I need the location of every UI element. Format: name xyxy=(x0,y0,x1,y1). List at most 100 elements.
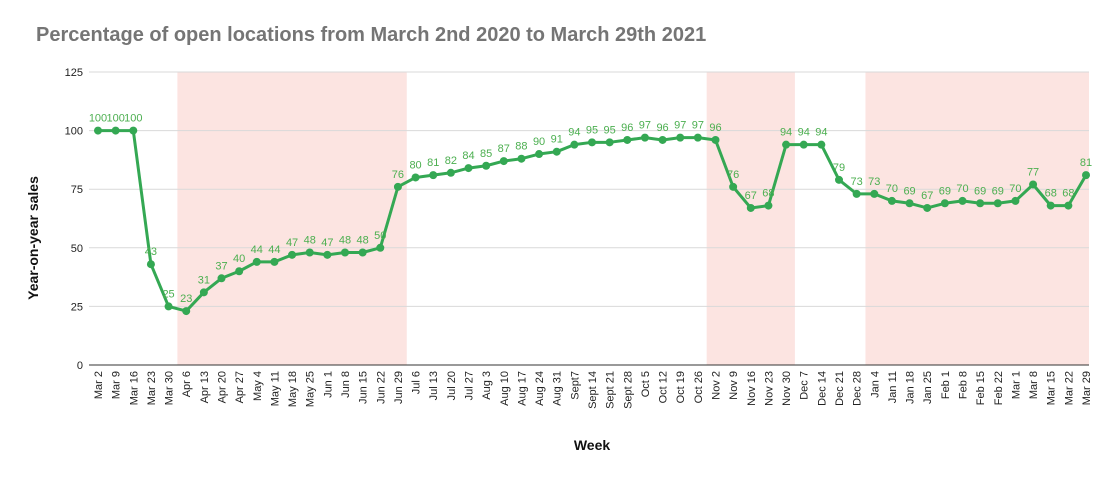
data-label: 90 xyxy=(533,136,545,148)
x-tick-label: May 4 xyxy=(252,371,264,401)
data-point xyxy=(1082,171,1090,180)
x-tick-label: Nov 9 xyxy=(728,371,740,400)
data-label: 44 xyxy=(268,244,280,256)
data-label: 31 xyxy=(198,274,210,286)
data-point xyxy=(764,201,773,210)
data-label: 85 xyxy=(480,148,492,160)
data-label: 48 xyxy=(357,234,369,246)
data-label: 94 xyxy=(780,127,792,139)
x-tick-label: Apr 6 xyxy=(181,371,193,397)
data-label: 87 xyxy=(498,143,510,155)
data-point xyxy=(288,250,297,259)
x-tick-label: Feb 22 xyxy=(993,371,1005,405)
data-point xyxy=(782,140,791,149)
y-tick-label: 125 xyxy=(65,67,83,79)
data-point xyxy=(235,267,244,276)
x-tick-label: Jan 11 xyxy=(887,371,899,403)
data-label: 48 xyxy=(339,234,351,246)
x-tick-label: Aug 24 xyxy=(534,371,546,406)
data-point xyxy=(358,248,367,257)
data-point xyxy=(146,260,155,269)
x-tick-label: Nov 16 xyxy=(746,371,758,406)
data-point xyxy=(499,157,508,166)
data-point xyxy=(217,274,226,283)
data-point xyxy=(976,199,985,208)
data-label: 69 xyxy=(992,185,1004,197)
x-tick-label: Mar 23 xyxy=(146,371,158,405)
data-label: 73 xyxy=(851,176,863,188)
data-point xyxy=(1046,201,1055,210)
data-label: 84 xyxy=(462,150,474,162)
x-tick-label: Jun 29 xyxy=(393,371,405,404)
x-tick-label: May 11 xyxy=(269,371,281,406)
x-tick-label: Mar 8 xyxy=(1028,371,1040,399)
data-label: 95 xyxy=(586,124,598,136)
x-tick-label: Mar 29 xyxy=(1081,371,1093,405)
data-points xyxy=(94,126,1090,316)
x-axis-ticks: Mar 2 Mar 9 Mar 16 Mar 23 Mar 30 Apr 6 Apr 13 A… xyxy=(93,371,1093,409)
x-tick-label: Oct 26 xyxy=(693,371,705,403)
data-point xyxy=(570,140,579,149)
data-point xyxy=(305,248,314,257)
data-point xyxy=(605,138,614,147)
x-tick-label: Mar 2 xyxy=(93,371,105,399)
data-point xyxy=(164,302,173,311)
x-tick-label: Mar 22 xyxy=(1063,371,1075,405)
x-tick-label: Dec 14 xyxy=(816,371,828,406)
data-label: 68 xyxy=(1045,188,1057,200)
data-point xyxy=(535,150,544,159)
data-label: 67 xyxy=(921,190,933,202)
data-label: 81 xyxy=(427,157,439,169)
data-label: 96 xyxy=(709,122,721,134)
x-tick-label: Jul 6 xyxy=(411,371,423,394)
data-point xyxy=(111,126,120,135)
data-point xyxy=(623,135,632,144)
data-point xyxy=(393,182,402,191)
data-point xyxy=(446,168,455,177)
data-point xyxy=(693,133,702,142)
x-tick-label: Nov 30 xyxy=(781,371,793,406)
chart-title: Percentage of open locations from March … xyxy=(36,24,707,46)
data-label: 47 xyxy=(286,237,298,249)
data-label: 97 xyxy=(692,120,704,132)
data-label: 94 xyxy=(568,127,580,139)
data-label: 94 xyxy=(798,127,810,139)
data-point xyxy=(588,138,596,147)
data-point xyxy=(711,135,720,144)
x-tick-label: Apr 20 xyxy=(217,371,229,403)
data-point xyxy=(1029,180,1038,189)
x-tick-label: Sept7 xyxy=(569,371,581,400)
x-tick-label: Mar 15 xyxy=(1046,371,1058,405)
data-point xyxy=(464,164,473,173)
data-point xyxy=(870,189,879,198)
data-point xyxy=(746,203,755,212)
y-tick-label: 75 xyxy=(71,184,83,196)
data-label: 97 xyxy=(674,120,686,132)
data-point xyxy=(658,135,667,144)
data-label: 69 xyxy=(939,185,951,197)
data-point xyxy=(940,199,949,208)
data-label: 100 xyxy=(124,113,142,125)
x-tick-label: Jul 27 xyxy=(464,371,476,400)
data-point xyxy=(1064,201,1073,210)
x-tick-label: Aug 10 xyxy=(499,371,511,406)
data-point xyxy=(923,203,932,212)
x-tick-label: Oct 5 xyxy=(640,371,652,397)
x-tick-label: Jun 15 xyxy=(358,371,370,404)
x-tick-label: Sept 28 xyxy=(622,371,634,409)
data-point xyxy=(376,243,385,252)
x-tick-label: May 25 xyxy=(305,371,317,407)
x-tick-label: Nov 2 xyxy=(711,371,723,400)
x-tick-label: Feb 1 xyxy=(940,371,952,399)
data-label: 70 xyxy=(956,183,968,195)
data-point xyxy=(676,133,685,142)
x-tick-label: Dec 7 xyxy=(799,371,811,400)
data-label: 44 xyxy=(251,244,263,256)
data-label: 48 xyxy=(304,234,316,246)
y-tick-label: 25 xyxy=(71,301,83,313)
data-label: 76 xyxy=(727,169,739,181)
data-point xyxy=(94,126,102,135)
data-point xyxy=(817,140,826,149)
